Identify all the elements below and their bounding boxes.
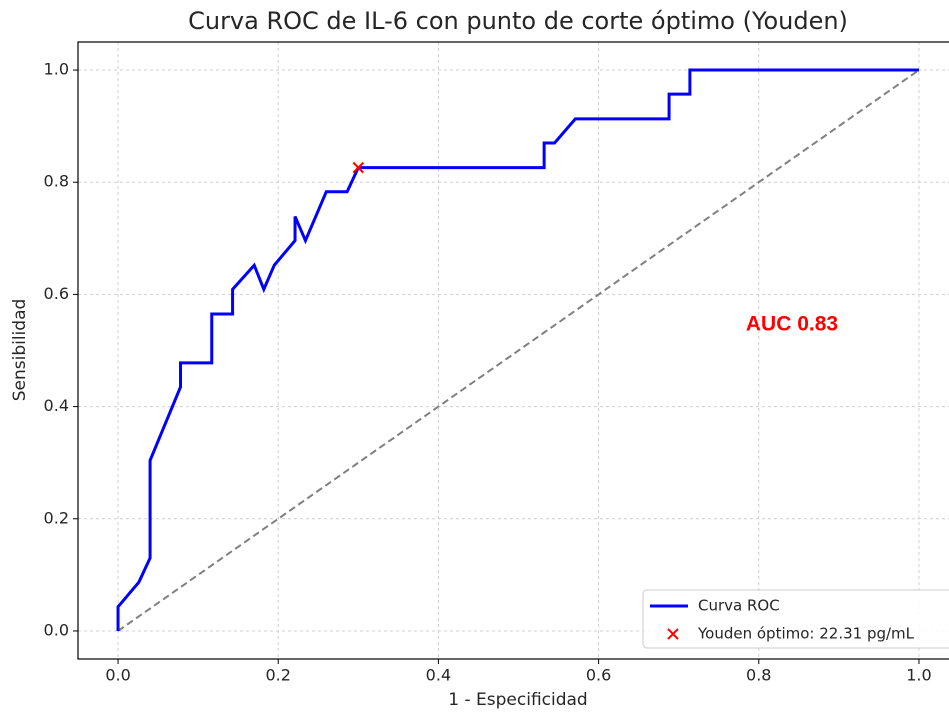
x-tick-label: 0.6 <box>586 666 611 685</box>
auc-annotation: AUC 0.83 <box>746 313 838 336</box>
legend-box <box>642 589 949 649</box>
y-tick-label: 0.6 <box>44 284 69 303</box>
x-axis-label: 1 - Especificidad <box>448 690 587 710</box>
x-tick-label: 0.4 <box>426 666 451 685</box>
y-tick-label: 0.0 <box>44 620 69 639</box>
y-axis-label: Sensibilidad <box>10 299 30 402</box>
legend-marker <box>667 628 679 640</box>
reference-line <box>117 69 920 632</box>
y-tick-label: 1.0 <box>44 60 69 79</box>
y-tick-label: 0.2 <box>44 508 69 527</box>
roc-line <box>116 68 919 631</box>
x-tick-label: 1.0 <box>906 666 931 685</box>
x-tick-label: 0.8 <box>746 666 771 685</box>
plot-frame <box>77 41 949 660</box>
x-tick-label: 0.0 <box>105 666 130 685</box>
y-tick-label: 0.4 <box>44 396 69 415</box>
y-tick-label: 0.8 <box>44 172 69 191</box>
legend-label: Youden óptimo: 22.31 pg/mL <box>697 625 915 643</box>
x-tick-label: 0.2 <box>266 666 291 685</box>
chart-title: Curva ROC de IL-6 con punto de corte ópt… <box>188 7 848 35</box>
youden-marker <box>352 161 365 174</box>
legend-label: Curva ROC <box>698 597 780 615</box>
legend: Curva ROC Youden óptimo: 22.31 pg/mL <box>642 589 949 649</box>
